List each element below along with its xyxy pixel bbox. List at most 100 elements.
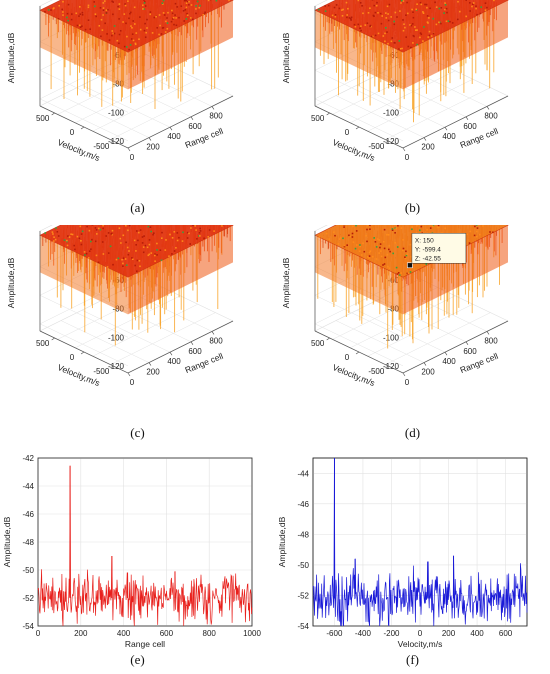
surface-speckle xyxy=(369,228,371,230)
surface-speckle xyxy=(341,9,343,11)
surface-speckle xyxy=(357,0,360,2)
surface-speckle xyxy=(131,257,133,259)
surface-speckle xyxy=(122,262,124,265)
x-tick-label: -400 xyxy=(355,629,372,638)
surface-speckle xyxy=(426,15,429,17)
floor-grid-line xyxy=(60,95,150,138)
floor-grid-line xyxy=(60,320,150,363)
surface-speckle xyxy=(149,11,152,13)
surface-chart-d: -60-80-100-12002004006008005000-500Range… xyxy=(281,225,509,388)
surface-speckle xyxy=(76,235,79,238)
surface-speckle xyxy=(368,255,371,257)
x-tick-label: 800 xyxy=(203,629,217,638)
y-tick xyxy=(355,351,360,355)
z-tick-label: -100 xyxy=(108,108,125,117)
surface-speckle xyxy=(213,230,215,232)
surface-speckle xyxy=(374,11,377,14)
y-tick-label: -52 xyxy=(297,591,309,600)
surface-speckle xyxy=(199,230,202,232)
surface-speckle xyxy=(184,9,187,11)
surface-speckle xyxy=(407,272,410,274)
surface-speckle xyxy=(391,229,394,231)
surface-speckle xyxy=(112,32,115,35)
surface-speckle xyxy=(128,48,130,51)
surface-speckle xyxy=(472,3,474,5)
surface-speckle xyxy=(396,246,399,248)
datatip-marker xyxy=(407,262,413,269)
surface-speckle xyxy=(469,10,471,12)
surface-speckle xyxy=(171,237,174,239)
surface-speckle xyxy=(404,257,407,260)
surface-speckle xyxy=(432,32,435,35)
surface-speckle xyxy=(178,236,180,239)
caption-e: (e) xyxy=(130,652,145,667)
surface-speckle xyxy=(419,36,421,39)
surface-speckle xyxy=(350,16,353,19)
surface-speckle xyxy=(129,44,132,46)
surface-speckle xyxy=(86,225,88,228)
surface-speckle xyxy=(436,226,439,228)
surface-speckle xyxy=(422,40,424,42)
surface-speckle xyxy=(371,0,374,1)
surface-speckle xyxy=(355,225,357,227)
surface-speckle xyxy=(188,4,190,6)
surface-speckle xyxy=(156,242,158,245)
caption-f: (f) xyxy=(406,652,419,667)
surface-speckle xyxy=(493,0,495,2)
x-tick xyxy=(148,362,152,366)
surface-speckle xyxy=(111,34,113,37)
surface-speckle xyxy=(109,245,112,248)
y-tick-label: -44 xyxy=(22,482,34,491)
x-tick xyxy=(423,362,427,366)
surface-speckle xyxy=(145,31,147,34)
surface-speckle xyxy=(395,227,397,230)
surface-speckle xyxy=(428,34,431,37)
surface-speckle xyxy=(198,232,201,234)
surface-speckle xyxy=(390,16,392,18)
surface-speckle xyxy=(139,16,141,18)
surface-speckle xyxy=(384,40,386,43)
surface-speckle xyxy=(102,9,105,11)
surface-speckle xyxy=(426,6,428,9)
surface-speckle xyxy=(380,250,382,252)
surface-speckle xyxy=(90,248,92,250)
z-tick-label: -100 xyxy=(383,333,400,342)
surface-speckle xyxy=(180,5,183,7)
surface-speckle xyxy=(100,18,103,21)
surface-speckle xyxy=(384,32,386,35)
surface-speckle xyxy=(165,239,167,241)
surface-speckle xyxy=(76,24,79,27)
y-tick xyxy=(385,365,389,369)
surface-speckle xyxy=(415,8,417,11)
datatip-x: X: 150 xyxy=(415,237,434,244)
y-tick-label: -46 xyxy=(22,510,34,519)
surface-speckle xyxy=(58,5,60,7)
surface-speckle xyxy=(342,237,344,240)
x-tick-label: 600 xyxy=(188,122,202,131)
surface-speckle xyxy=(395,266,398,269)
surface-speckle xyxy=(444,2,446,4)
surface-speckle xyxy=(377,12,379,14)
surface-speckle xyxy=(334,234,336,237)
surface-speckle xyxy=(400,2,402,4)
surface-speckle xyxy=(186,0,189,3)
surface-speckle xyxy=(427,36,429,38)
surface-speckle xyxy=(346,16,348,19)
surface-speckle xyxy=(353,23,356,26)
x-tick xyxy=(148,137,152,141)
surface-speckle xyxy=(343,245,346,248)
surface-speckle xyxy=(388,3,391,6)
surface-speckle xyxy=(123,45,126,48)
y-axis-label: Velocity,m/s xyxy=(56,362,101,388)
surface-chart-c: -60-80-100-12002004006008005000-500Range… xyxy=(6,225,234,388)
surface-speckle xyxy=(185,2,188,4)
surface-speckle xyxy=(134,42,137,45)
surface-speckle xyxy=(388,248,390,251)
floor-grid-line xyxy=(350,295,456,349)
surface-speckle xyxy=(152,233,154,236)
floor-grid-line xyxy=(92,78,198,132)
surface-speckle xyxy=(53,236,55,238)
surface-speckle xyxy=(364,24,367,26)
y-tick-label: -52 xyxy=(22,594,34,603)
x-tick-label: 400 xyxy=(167,132,181,141)
